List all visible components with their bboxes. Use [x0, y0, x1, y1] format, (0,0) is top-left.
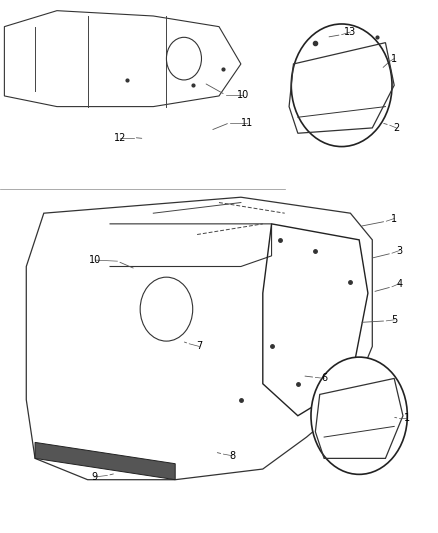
Text: 7: 7 — [196, 342, 202, 351]
Text: 12: 12 — [114, 133, 127, 142]
Text: 13: 13 — [344, 27, 357, 37]
Text: 2: 2 — [393, 123, 399, 133]
Text: 5: 5 — [391, 315, 397, 325]
Text: 10: 10 — [237, 90, 249, 100]
Text: 6: 6 — [321, 374, 327, 383]
Text: 1: 1 — [404, 414, 410, 423]
Text: 8: 8 — [229, 451, 235, 461]
Text: 1: 1 — [391, 214, 397, 223]
Circle shape — [291, 24, 392, 147]
Circle shape — [311, 357, 407, 474]
Text: 4: 4 — [396, 279, 403, 288]
Text: 9: 9 — [91, 472, 97, 482]
Text: 1: 1 — [391, 54, 397, 63]
Text: 10: 10 — [89, 255, 102, 265]
Text: 3: 3 — [396, 246, 403, 255]
Polygon shape — [35, 442, 175, 480]
Text: 11: 11 — [241, 118, 254, 127]
